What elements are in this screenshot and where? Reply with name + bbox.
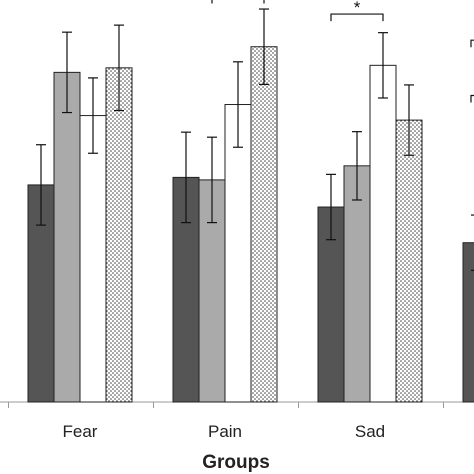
bar-series-4-cat-2 xyxy=(250,46,278,403)
significance-layer: *** xyxy=(211,0,474,103)
significance-bracket-2: * xyxy=(211,0,265,4)
error-bar-series-2-cat-1 xyxy=(62,31,72,114)
error-bar-series-1-cat-2 xyxy=(181,131,191,224)
bar-series-4-cat-1 xyxy=(105,67,133,403)
error-bar-series-1-cat-3 xyxy=(326,173,336,241)
significance-bracket-3: * xyxy=(330,0,384,22)
x-axis-title: Groups xyxy=(202,452,270,473)
clipped-bracket-2 xyxy=(470,94,474,103)
clipped-bracket-1 xyxy=(470,39,474,48)
bar-series-3-cat-2 xyxy=(224,104,252,403)
significance-label-3: * xyxy=(354,0,361,17)
error-bars-layer xyxy=(36,8,474,271)
error-bar-series-1-cat-1 xyxy=(36,144,46,226)
error-bar-series-2-cat-2 xyxy=(207,136,217,224)
error-bar-series-4-cat-3 xyxy=(404,84,414,156)
bars-layer xyxy=(27,46,474,403)
x-tick-label-fear: Fear xyxy=(63,422,98,441)
bar-series-1-cat-4 xyxy=(462,242,474,403)
x-tick-label-sad: Sad xyxy=(355,422,385,441)
error-bar-series-3-cat-3 xyxy=(378,32,388,99)
bar-series-4-cat-3 xyxy=(395,119,423,403)
x-ticks-layer xyxy=(8,402,444,408)
bar-series-3-cat-3 xyxy=(369,64,397,403)
error-bar-series-1-cat-4 xyxy=(471,214,474,271)
error-bar-series-2-cat-3 xyxy=(352,131,362,201)
error-bar-series-4-cat-2 xyxy=(259,8,269,86)
x-tick-labels-layer: Fear Pain Sad xyxy=(63,422,386,441)
bar-series-3-cat-1 xyxy=(79,115,107,403)
x-tick-label-pain: Pain xyxy=(208,422,242,441)
error-bar-series-3-cat-2 xyxy=(233,61,243,148)
error-bar-series-4-cat-1 xyxy=(114,24,124,112)
bar-series-2-cat-3 xyxy=(343,165,371,403)
error-bar-series-3-cat-1 xyxy=(88,77,98,154)
bar-series-2-cat-1 xyxy=(53,71,81,403)
